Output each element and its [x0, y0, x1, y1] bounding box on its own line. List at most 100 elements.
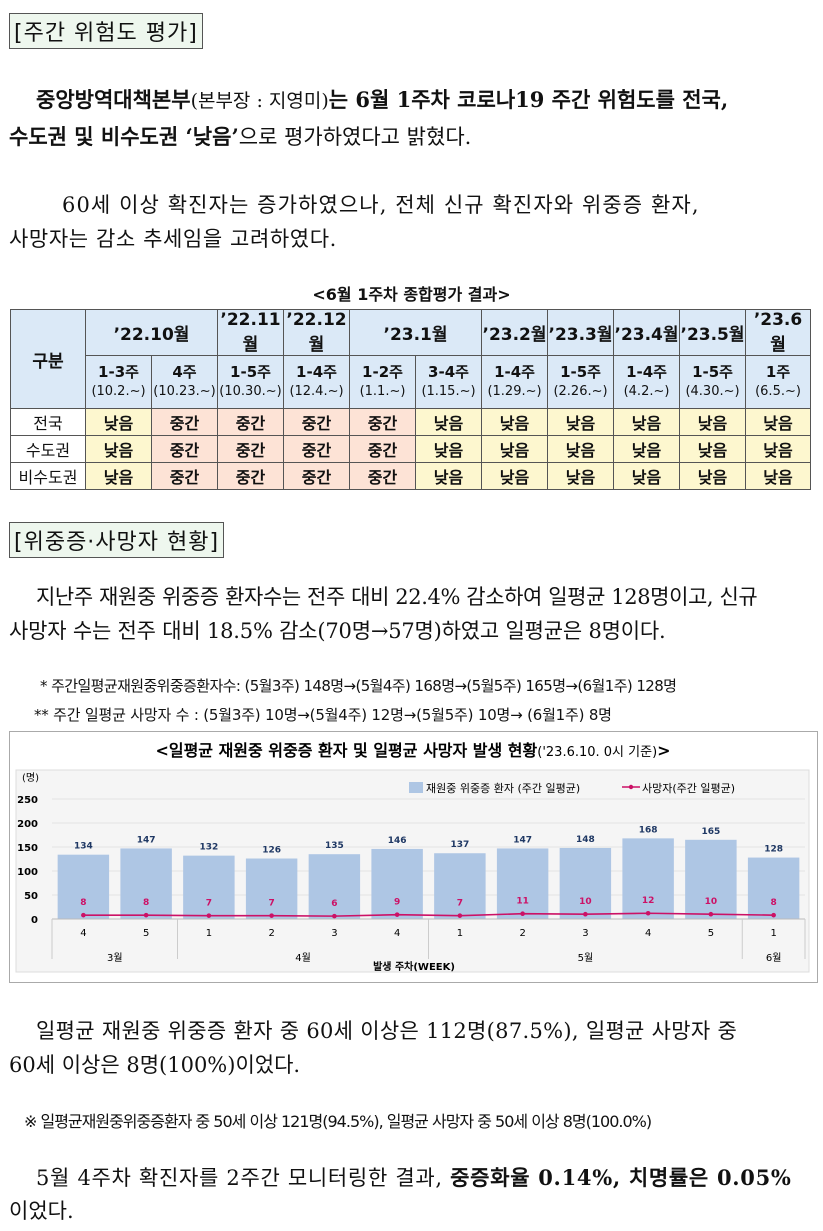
bar-severe: [308, 854, 361, 919]
deaths-point: [457, 913, 463, 918]
para-age-line1: 일평균 재원중 위중증 환자 중 60세 이상은 112명(87.5%), 일평…: [36, 1019, 738, 1043]
risk-level-cell: 낮음: [85, 435, 152, 463]
week-start-date: (10.30.~): [219, 384, 282, 399]
deaths-point: [708, 911, 714, 917]
risk-level-cell: 낮음: [613, 435, 681, 463]
risk-level-cell: 낮음: [613, 408, 681, 436]
risk-level-cell: 낮음: [679, 435, 747, 463]
week-start-date: (4.30.~): [685, 384, 740, 399]
deaths-value-label: 10: [705, 897, 718, 907]
week-header: 1-2주 (1.1.~): [349, 355, 416, 409]
deaths-value-label: 7: [268, 899, 274, 909]
month-header: ’22.12월: [283, 309, 350, 356]
month-header: ’23.3월: [547, 309, 615, 356]
deaths-point: [583, 911, 588, 917]
week-start-date: (2.26.~): [553, 384, 608, 399]
week-header: 3-4주 (1.15.~): [414, 355, 483, 409]
bar-severe: [747, 857, 800, 919]
severity-fatality-rates: 중증화율 0.14%, 치명률은 0.05%: [450, 1165, 792, 1190]
table-row: 비수도권 낮음 중간 중간 중간 중간 낮음 낮음 낮음 낮음 낮음 낮음: [10, 462, 812, 490]
risk-level-cell: 중간: [151, 435, 218, 463]
x-tick-label: 2: [268, 928, 274, 939]
week-start-date: (6.5.~): [755, 384, 801, 399]
note-severe-weekly: * 주간일평균재원중위중증환자수: (5월3주) 148명→(5월4주) 168…: [40, 677, 677, 695]
y-tick-label: 100: [17, 867, 38, 878]
bar-severe: [559, 847, 612, 919]
bar-value-label: 147: [137, 835, 156, 845]
risk-level-cell: 중간: [283, 408, 350, 436]
week-header: 1-3주 (10.2.~): [85, 355, 152, 409]
deaths-line: [83, 912, 774, 917]
bar-severe: [120, 848, 172, 919]
table-row: 수도권 낮음 중간 중간 중간 중간 낮음 낮음 낮음 낮음 낮음 낮음: [10, 435, 812, 463]
y-tick-label: 200: [17, 819, 38, 830]
note-age50: ※ 일평균재원중위중증환자 중 50세 이상 121명(94.5%), 일평균 …: [24, 1112, 652, 1131]
x-axis-label: 발생 주차(WEEK): [373, 960, 455, 973]
deaths-point: [520, 911, 525, 917]
risk-level-cell: 낮음: [85, 462, 152, 490]
legend-marker: [628, 784, 634, 790]
risk-level-cell: 낮음: [481, 462, 549, 490]
bar-severe: [434, 853, 486, 919]
risk-level-cell: 낮음: [547, 462, 615, 490]
week-label: 1-4주: [626, 363, 667, 381]
para-risk-line1: 중앙방역대책본부(본부장 : 지영미)는 6월 1주차 코로나19 주간 위험도…: [36, 80, 728, 121]
risk-level-cell: 낮음: [679, 408, 747, 436]
deaths-point: [143, 912, 149, 918]
week-header: 1-5주 (10.30.~): [217, 355, 284, 409]
deaths-value-label: 10: [579, 897, 592, 907]
risk-table-caption: <6월 1주차 종합평가 결과>: [312, 285, 511, 304]
bar-value-label: 148: [576, 835, 595, 845]
bar-severe: [496, 848, 549, 919]
para-severe-line2: 사망자 수는 전주 대비 18.5% 감소(70명→57명)하였고 일평균은 8…: [9, 619, 666, 643]
bar-value-label: 135: [325, 841, 344, 851]
deaths-value-label: 9: [394, 898, 400, 908]
risk-level-cell: 중간: [217, 408, 284, 436]
bar-value-label: 147: [513, 835, 532, 845]
y-axis-label: (명): [22, 772, 39, 784]
week-header: 1-5주 (2.26.~): [547, 355, 615, 409]
bar-value-label: 165: [701, 827, 720, 837]
bar-severe: [183, 855, 235, 919]
week-label: 1-4주: [494, 363, 535, 381]
x-tick-label: 4: [394, 928, 400, 939]
deaths-point: [206, 913, 212, 918]
x-tick-label: 2: [519, 928, 525, 939]
x-tick-label: 1: [206, 928, 212, 939]
risk-level-cell: 낮음: [414, 435, 483, 463]
deaths-point: [394, 912, 400, 917]
y-tick-label: 50: [24, 891, 38, 902]
x-tick-label: 1: [457, 928, 463, 939]
x-tick-label: 5: [708, 928, 714, 939]
week-header: 1-5주 (4.30.~): [679, 355, 747, 409]
deaths-value-label: 8: [143, 898, 149, 908]
risk-level-cell: 낮음: [745, 408, 812, 436]
x-tick-label: 3: [331, 928, 337, 939]
table-row: 전국 낮음 중간 중간 중간 중간 낮음 낮음 낮음 낮음 낮음 낮음: [10, 408, 812, 436]
para-age-line2: 60세 이상은 8명(100%)이었다.: [9, 1053, 301, 1077]
risk-level-cell: 중간: [151, 462, 218, 490]
risk-level-cell: 중간: [217, 435, 284, 463]
para-reason-line1: 60세 이상 확진자는 증가하였으나, 전체 신규 확진자와 위중증 환자,: [62, 193, 700, 217]
para-reason-line2: 사망자는 감소 추세임을 고려하였다.: [9, 227, 337, 251]
month-header: ’22.10월: [85, 309, 218, 356]
month-header: ’23.5월: [679, 309, 747, 356]
deaths-point: [269, 913, 274, 918]
director-name: (본부장 : 지영미): [190, 90, 329, 112]
deaths-value-label: 8: [770, 898, 776, 908]
month-group-label: 6월: [766, 952, 782, 964]
region-label: 비수도권: [10, 462, 86, 490]
week-label: 1-5주: [230, 363, 271, 381]
bar-severe: [685, 839, 737, 919]
x-tick-label: 4: [645, 928, 651, 939]
chart-legend: 재원중 위중증 환자 (주간 일평균) 사망자(주간 일평균): [409, 781, 735, 795]
risk-level-cell: 낮음: [745, 462, 812, 490]
risk-level-cell: 낮음: [481, 408, 549, 436]
week-label: 1-5주: [692, 363, 733, 381]
legend-label-line: 사망자(주간 일평균): [642, 781, 735, 795]
risk-level-cell: 낮음: [85, 408, 152, 436]
y-tick-label: 0: [31, 915, 38, 926]
month-header: ’23.2월: [481, 309, 549, 356]
para-severe-line1: 지난주 재원중 위중증 환자수는 전주 대비 22.4% 감소하여 일평균 12…: [36, 585, 758, 609]
bar-severe: [371, 848, 423, 919]
